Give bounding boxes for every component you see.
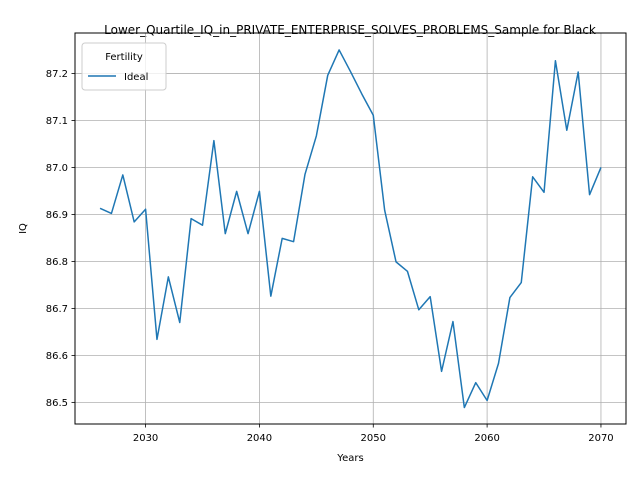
x-tick-label: 2050 xyxy=(361,433,386,444)
legend: Fertility Ideal xyxy=(81,42,167,91)
data-point xyxy=(247,233,249,235)
data-point xyxy=(122,174,124,176)
data-point xyxy=(532,176,534,178)
data-point xyxy=(384,209,386,211)
y-tick-label: 87.0 xyxy=(46,163,68,174)
data-point xyxy=(509,297,511,299)
y-tick-label: 86.9 xyxy=(46,210,68,221)
x-tick-label: 2060 xyxy=(474,433,499,444)
chart-title: Lower_Quartile_IQ_in_PRIVATE_ENTERPRISE_… xyxy=(104,23,596,37)
y-axis: 86.5 86.6 86.7 86.8 86.9 87.0 87.1 87.2 xyxy=(46,69,75,409)
y-tick-label: 87.1 xyxy=(46,116,68,127)
data-point xyxy=(168,276,170,278)
data-point xyxy=(293,241,295,243)
data-point xyxy=(566,129,568,131)
data-point xyxy=(111,213,113,215)
data-point xyxy=(236,191,238,193)
data-point xyxy=(407,270,409,272)
data-point xyxy=(156,339,158,341)
data-point xyxy=(486,400,488,402)
data-point xyxy=(520,282,522,284)
series-layer xyxy=(99,49,602,409)
data-point xyxy=(361,93,363,95)
data-point xyxy=(145,208,147,210)
data-point xyxy=(190,218,192,220)
data-point xyxy=(224,233,226,235)
y-tick-label: 86.8 xyxy=(46,257,68,268)
data-point xyxy=(577,71,579,73)
y-axis-label: IQ xyxy=(18,223,29,234)
x-tick-label: 2030 xyxy=(133,433,158,444)
y-tick-label: 86.7 xyxy=(46,304,68,315)
series-line xyxy=(99,49,602,409)
data-point xyxy=(498,363,500,365)
y-tick-label: 87.2 xyxy=(46,69,68,80)
y-tick-label: 86.6 xyxy=(46,351,68,362)
data-point xyxy=(213,140,215,142)
data-point xyxy=(259,191,261,193)
data-point xyxy=(372,114,374,116)
x-axis-label: Years xyxy=(336,453,363,464)
data-point xyxy=(270,295,272,297)
data-point xyxy=(543,192,545,194)
data-point xyxy=(452,321,454,323)
data-point xyxy=(418,309,420,311)
plot-frame xyxy=(74,32,627,425)
legend-label: Ideal xyxy=(124,72,148,83)
grid xyxy=(75,33,626,424)
data-point xyxy=(475,382,477,384)
data-point xyxy=(395,261,397,263)
data-point xyxy=(338,49,340,51)
data-point xyxy=(179,322,181,324)
data-point xyxy=(464,407,466,409)
data-point xyxy=(304,174,306,176)
data-point xyxy=(133,221,135,223)
data-point xyxy=(589,194,591,196)
data-point xyxy=(327,74,329,76)
x-axis: 2030 2040 2050 2060 2070 xyxy=(133,424,614,444)
data-point xyxy=(555,60,557,62)
data-point xyxy=(99,207,101,209)
data-point xyxy=(202,224,204,226)
legend-box xyxy=(81,42,167,91)
x-tick-label: 2040 xyxy=(247,433,272,444)
data-point xyxy=(281,238,283,240)
data-point xyxy=(441,371,443,373)
data-point xyxy=(350,71,352,73)
legend-title: Fertility xyxy=(105,52,143,63)
data-point xyxy=(429,296,431,298)
data-point xyxy=(600,167,602,169)
x-tick-label: 2070 xyxy=(588,433,613,444)
data-point xyxy=(316,135,318,137)
y-tick-label: 86.5 xyxy=(46,398,68,409)
